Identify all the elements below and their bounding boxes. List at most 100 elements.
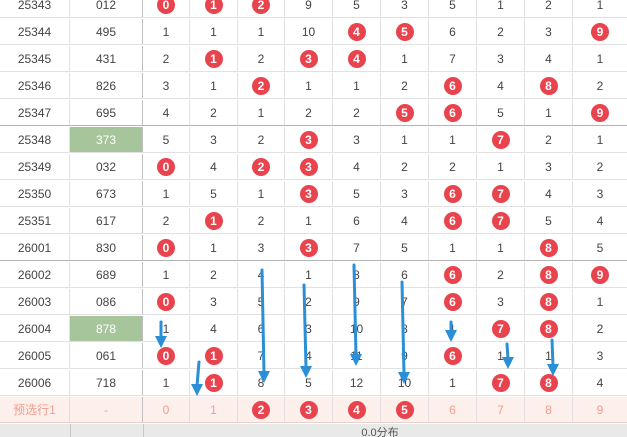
miss-count: 1 <box>210 24 217 39</box>
hit-ball: 3 <box>299 184 318 203</box>
miss-count: 1 <box>257 186 265 201</box>
digit-cell-2: 5 <box>238 289 285 314</box>
hit-ball: 9 <box>591 22 609 41</box>
digit-cell-4: 8 <box>333 262 381 287</box>
hit-ball: 6 <box>443 103 462 122</box>
digit-cell-8: 2 <box>525 127 573 152</box>
digit-cell-3: 1 <box>285 73 333 98</box>
miss-count: 2 <box>596 78 604 93</box>
table-row: 25343 012 0 1 2 9 5 3 5 1 2 1 <box>0 0 627 18</box>
miss-count: 3 <box>596 348 604 363</box>
miss-count: 2 <box>353 105 360 120</box>
hit-ball: 7 <box>491 319 510 338</box>
draw-number-cell: 373 <box>70 127 143 152</box>
miss-count: 8 <box>545 402 552 417</box>
digit-cell-6: 6 <box>429 343 477 368</box>
draw-number-cell: 673 <box>70 181 143 206</box>
digit-cell-8[interactable]: 8 <box>525 397 573 422</box>
miss-count: 3 <box>257 240 265 255</box>
digit-cell-5: 6 <box>381 262 429 287</box>
digit-cell-0[interactable]: 0 <box>143 397 190 422</box>
issue-cell: 25346 <box>0 73 70 98</box>
digit-cell-6[interactable]: 6 <box>429 397 477 422</box>
digit-cell-1: 1 <box>190 370 238 395</box>
digit-cell-7: 1 <box>477 235 525 260</box>
issue-cell: 25345 <box>0 46 70 71</box>
digit-cell-3: 10 <box>285 19 333 44</box>
footer-divider <box>70 424 71 437</box>
digit-cell-5[interactable]: 5 <box>381 397 429 422</box>
table-row: 26003 086 0 3 5 2 9 7 6 3 8 1 <box>0 289 627 315</box>
miss-count: 1 <box>449 132 456 147</box>
miss-count: 9 <box>305 0 312 12</box>
digit-cell-3: 5 <box>285 370 333 395</box>
digit-cell-7: 1 <box>477 343 525 368</box>
miss-count: 3 <box>545 24 552 39</box>
miss-count: 4 <box>353 159 360 174</box>
digit-cell-4[interactable]: 4 <box>333 397 381 422</box>
digit-cell-6: 2 <box>429 154 477 179</box>
digit-cell-3: 1 <box>285 262 333 287</box>
digit-cell-1: 4 <box>190 154 238 179</box>
digit-cell-7: 3 <box>477 46 525 71</box>
hit-ball: 3 <box>299 238 318 257</box>
digit-cell-6: 1 <box>429 316 477 341</box>
digit-cell-7[interactable]: 7 <box>477 397 525 422</box>
miss-count: 2 <box>162 213 170 228</box>
miss-count: 4 <box>210 159 217 174</box>
miss-count: 1 <box>305 267 312 282</box>
table-row: 26006 718 1 1 8 5 12 10 1 7 8 4 <box>0 370 627 396</box>
digit-cell-2[interactable]: 2 <box>238 397 285 422</box>
draw-number-cell: 032 <box>70 154 143 179</box>
digit-cell-9: 3 <box>573 343 627 368</box>
hit-ball: 1 <box>204 0 223 14</box>
digit-cell-4: 5 <box>333 0 381 17</box>
digit-cell-2: 1 <box>238 19 285 44</box>
digit-cell-3[interactable]: 3 <box>285 397 333 422</box>
digit-cell-1: 4 <box>190 316 238 341</box>
digit-cell-0: 2 <box>143 208 190 233</box>
miss-count: 1 <box>210 240 217 255</box>
table-row: 25351 617 2 1 2 1 6 4 6 7 5 4 <box>0 208 627 234</box>
digit-cell-9[interactable]: 9 <box>573 397 627 422</box>
hit-ball: 7 <box>491 211 510 230</box>
hit-ball: 5 <box>395 103 414 122</box>
digit-cell-4: 3 <box>333 127 381 152</box>
digit-cell-1[interactable]: 1 <box>190 397 238 422</box>
digit-cell-8: 8 <box>525 316 573 341</box>
miss-count: 1 <box>497 348 504 363</box>
digit-cell-0: 0 <box>143 289 190 314</box>
miss-count: 3 <box>497 51 504 66</box>
hit-ball: 8 <box>539 76 558 95</box>
miss-count: 1 <box>353 78 360 93</box>
miss-count: 1 <box>305 213 312 228</box>
table-footer <box>0 424 627 437</box>
digit-cell-8: 2 <box>525 0 573 17</box>
issue-cell: 26006 <box>0 370 70 395</box>
digit-cell-0: 5 <box>143 127 190 152</box>
digit-cell-0: 0 <box>143 154 190 179</box>
digit-cell-5: 1 <box>381 127 429 152</box>
digit-cell-3: 9 <box>285 0 333 17</box>
digit-cell-5: 3 <box>381 0 429 17</box>
miss-count: 1 <box>497 0 504 12</box>
digit-cell-9: 4 <box>573 208 627 233</box>
hit-ball: 4 <box>347 49 366 68</box>
preselect-row[interactable]: 预选行1- 0 1 2 3 4 5 6 7 8 9 <box>0 397 627 423</box>
digit-cell-8: 8 <box>525 235 573 260</box>
digit-cell-7: 1 <box>477 154 525 179</box>
hit-ball: 7 <box>491 373 510 392</box>
digit-cell-5: 1 <box>381 46 429 71</box>
hit-ball: 5 <box>395 400 414 419</box>
digit-cell-3: 3 <box>285 235 333 260</box>
issue-cell: 25349 <box>0 154 70 179</box>
digit-cell-7: 7 <box>477 316 525 341</box>
digit-cell-1: 5 <box>190 181 238 206</box>
digit-cell-9: 1 <box>573 289 627 314</box>
hit-ball: 2 <box>252 76 270 95</box>
miss-count: 4 <box>545 51 552 66</box>
miss-count: 2 <box>497 24 504 39</box>
digit-cell-1: 1 <box>190 0 238 17</box>
digit-cell-0: 3 <box>143 73 190 98</box>
